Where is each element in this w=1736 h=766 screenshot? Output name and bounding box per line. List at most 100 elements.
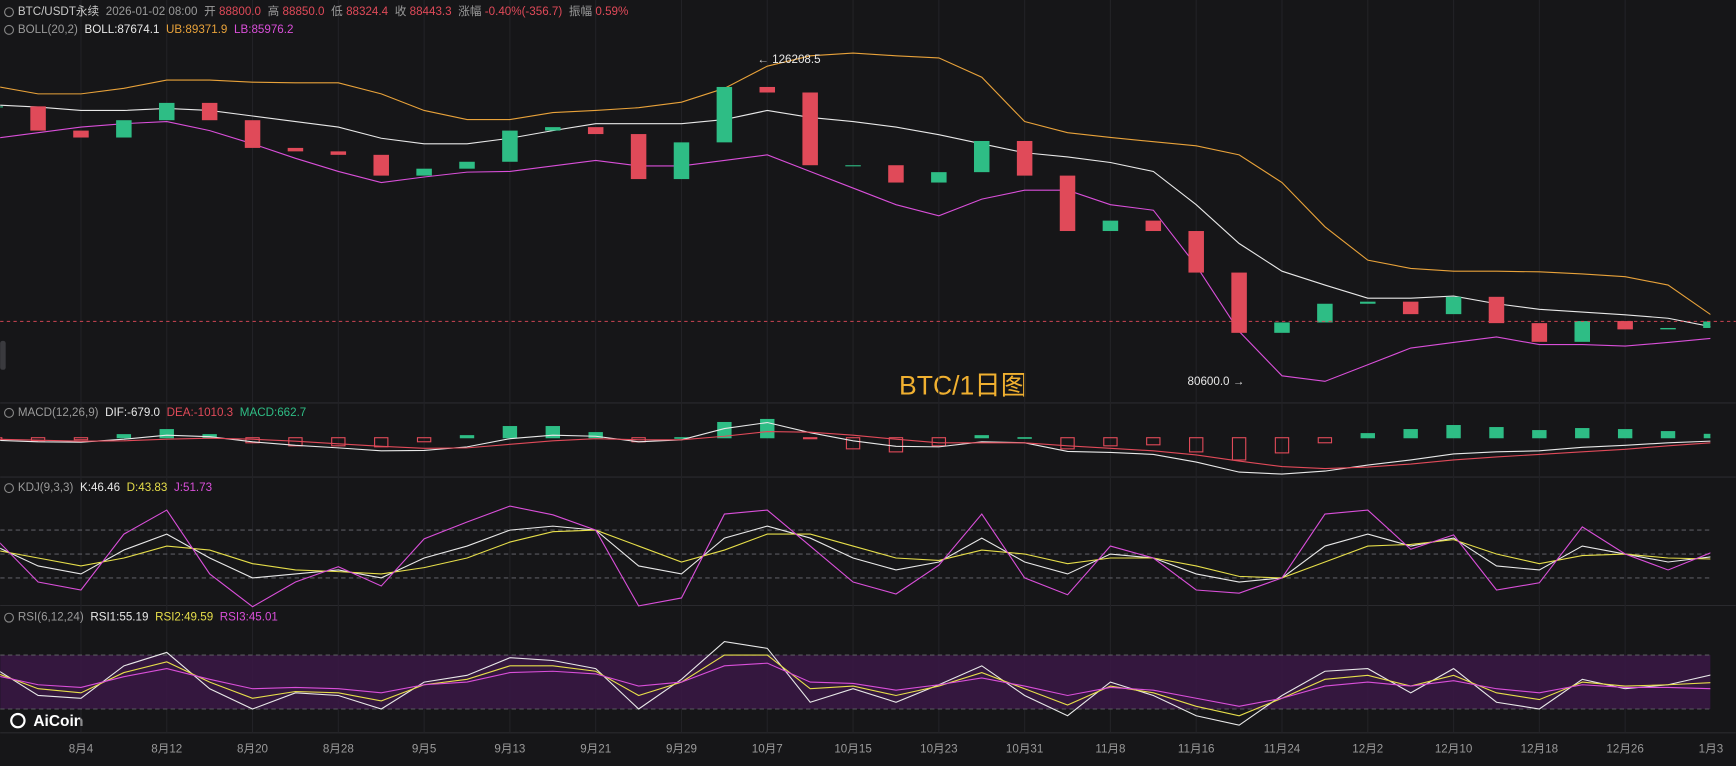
- indicator-icon: [4, 612, 14, 623]
- x-tick-label: 10月15: [834, 742, 871, 755]
- macd-bar: [1274, 437, 1290, 454]
- candle: [1531, 323, 1548, 342]
- macd-bar: [588, 432, 603, 439]
- x-tick-label: 8月4: [69, 742, 94, 755]
- macd-bar: [116, 434, 132, 439]
- macd-bar: [1446, 425, 1461, 439]
- macd-bar: [802, 437, 818, 440]
- series-line: [0, 431, 1711, 470]
- candle: [673, 142, 690, 180]
- side-tab[interactable]: [0, 340, 6, 370]
- low-label: 80600.0 →: [1188, 375, 1245, 388]
- indicator-name: KDJ(9,3,3): [18, 481, 74, 494]
- legend-entry: BOLL:87674.1: [85, 23, 160, 36]
- plot-area: [0, 0, 1711, 733]
- macd-bar: [159, 429, 174, 439]
- x-tick-label: 12月10: [1435, 742, 1472, 755]
- field-value: 88443.3: [410, 5, 452, 18]
- macd-bar: [1317, 437, 1333, 444]
- series-line: [0, 52, 1711, 316]
- field-label: 涨幅: [458, 4, 482, 18]
- x-tick-label: 8月28: [323, 742, 354, 755]
- candle: [931, 172, 947, 183]
- indicator-name: RSI(6,12,24): [18, 611, 84, 624]
- candle: [1360, 301, 1376, 304]
- x-tick-label: 12月26: [1606, 742, 1643, 755]
- legend-entry: DIF:-679.0: [105, 406, 160, 419]
- macd-bar: [1146, 437, 1161, 446]
- watermark: BTC/1日图: [899, 370, 1027, 400]
- candle: [1574, 321, 1590, 342]
- macd-bar: [1660, 431, 1676, 439]
- x-tick-label: 9月5: [412, 742, 437, 755]
- series-line: [0, 662, 1711, 707]
- x-tick-label: 9月29: [666, 742, 697, 755]
- x-tick-label: 9月21: [580, 742, 611, 755]
- candle: [1188, 231, 1204, 273]
- macd-bar: [888, 437, 904, 453]
- candle: [1231, 272, 1247, 333]
- candle: [759, 86, 776, 93]
- legend-entry: K:46.46: [80, 481, 120, 494]
- x-tick-label: 11月8: [1095, 742, 1125, 755]
- macd-bar: [1617, 429, 1633, 439]
- candle: [802, 92, 818, 166]
- series-line: [0, 525, 1711, 583]
- x-tick-label: 9月13: [494, 742, 525, 755]
- indicator-icon: [4, 483, 14, 494]
- field-value: 0.59%: [595, 5, 628, 18]
- indicator-icon: [4, 24, 14, 35]
- x-tick-label: 12月2: [1352, 742, 1383, 755]
- x-tick-label: 8月12: [151, 742, 182, 755]
- field-label: 高: [268, 4, 280, 18]
- candle: [0, 106, 3, 108]
- candle: [73, 130, 89, 138]
- legend-entry: RSI2:49.59: [155, 611, 213, 624]
- macd-bar: [1575, 428, 1590, 439]
- macd-bar: [416, 437, 432, 443]
- macd-bar: [1189, 437, 1204, 453]
- legend-entry: DEA:-1010.3: [167, 406, 233, 419]
- logo-icon: [10, 712, 26, 729]
- candle: [845, 165, 861, 167]
- macd-bar: [1532, 430, 1547, 439]
- indicator-icon: [4, 7, 14, 18]
- candle: [1488, 296, 1505, 324]
- macd-bar: [545, 426, 560, 439]
- indicator-icon: [4, 407, 14, 418]
- macd-bar: [1103, 437, 1118, 447]
- x-tick-label: 1月3: [1699, 742, 1724, 755]
- candle: [1016, 140, 1033, 176]
- symbol: BTC/USDT永续: [18, 4, 100, 18]
- legend-entry: RSI3:45.01: [220, 611, 278, 624]
- x-tick-label: 10月7: [752, 742, 783, 755]
- high-label: ← 126208.5: [757, 53, 820, 66]
- legend-entry: RSI1:55.19: [90, 611, 148, 624]
- macd-bar: [974, 435, 989, 439]
- candle: [416, 168, 432, 176]
- macd-bar: [245, 437, 260, 444]
- macd-bar: [760, 418, 775, 439]
- candle: [1617, 321, 1633, 330]
- logo: AiCoin: [33, 713, 83, 730]
- macd-bar: [1360, 433, 1375, 439]
- candle: [545, 127, 561, 131]
- candle: [630, 134, 647, 180]
- candle: [973, 140, 990, 173]
- candle: [502, 130, 518, 162]
- candle: [373, 154, 389, 176]
- macd-bar: [1017, 437, 1032, 439]
- series-line: [0, 654, 1711, 717]
- series-line: [0, 421, 1711, 475]
- macd-bar: [1231, 437, 1247, 461]
- field-label: 收: [395, 4, 407, 18]
- field-value: -0.40%(-356.7): [485, 5, 563, 18]
- field-label: 振幅: [569, 4, 593, 18]
- time: 2026-01-02 08:00: [106, 5, 198, 18]
- macd-bar: [502, 426, 518, 439]
- field-value: 88800.0: [219, 5, 261, 18]
- candle: [888, 165, 904, 183]
- macd-bar: [459, 435, 475, 439]
